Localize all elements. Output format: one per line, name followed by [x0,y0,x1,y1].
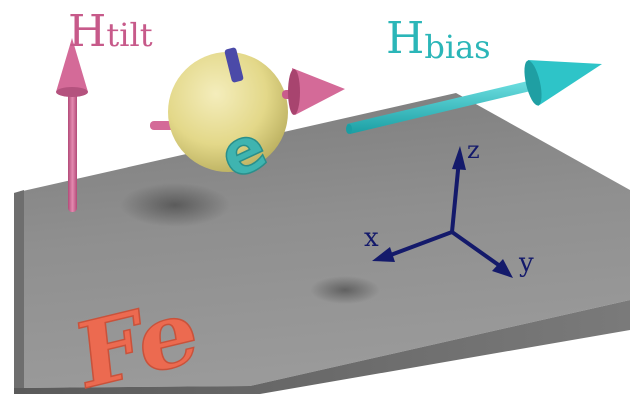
h-tilt-arrow [56,38,88,212]
h-bias-main: H [386,13,424,64]
h-bias-arrow-shaft [347,80,535,134]
x-axis-line [387,230,453,258]
h-tilt-arrow-shaft [68,86,77,212]
y-axis-line [450,230,502,268]
h-bias-subscript: bias [424,28,490,66]
h-tilt-label: Htilt [68,6,153,57]
sphere-shadow [120,183,230,227]
h-bias-arrow-head-base [524,60,542,106]
x-axis-head [372,247,395,262]
electron-bar-symbol [224,47,244,83]
electron-sphere [168,52,288,172]
slab-front-edge [14,300,630,394]
spin-arrow-head [292,68,345,115]
h-tilt-subscript: tilt [106,16,152,54]
z-axis-head [452,146,466,170]
h-tilt-main: H [68,6,106,57]
electron-symbol: e [209,110,278,194]
axis-label-z: z [467,136,480,164]
h-bias-arrow [346,60,602,134]
h-bias-arrow-tail-cap [346,124,352,134]
y-axis-head [492,259,513,278]
h-tilt-arrow-head [56,38,88,92]
slab-top-surface [14,93,630,388]
axis-label-y: y [518,248,534,278]
z-axis-line [450,159,461,233]
h-tilt-arrow-head-base [56,87,88,97]
electron: e [150,47,345,194]
axis-label-x: x [364,223,379,253]
letters-shadow [310,276,380,304]
h-bias-arrow-head [528,60,602,106]
spin-arrow-head-base [288,69,300,115]
iron-slab [14,93,630,394]
h-bias-label: Hbias [386,13,491,66]
slab-left-edge [14,190,24,388]
coordinate-axes [372,146,513,278]
